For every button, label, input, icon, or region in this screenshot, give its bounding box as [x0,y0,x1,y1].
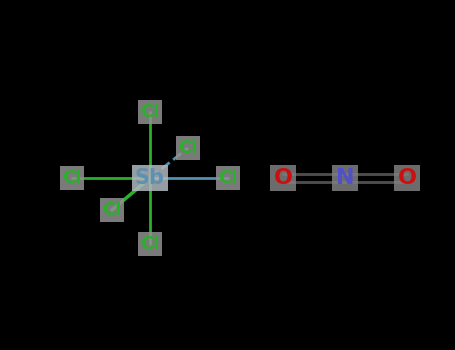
Text: O: O [273,168,293,188]
Text: Cl: Cl [140,235,160,253]
Text: Sb: Sb [135,168,165,188]
Text: Cl: Cl [140,103,160,121]
Text: Cl: Cl [218,169,238,187]
Text: Cl: Cl [178,139,197,157]
Text: O: O [398,168,416,188]
Text: N: N [336,168,354,188]
Text: Cl: Cl [62,169,82,187]
Text: Cl: Cl [102,201,121,219]
